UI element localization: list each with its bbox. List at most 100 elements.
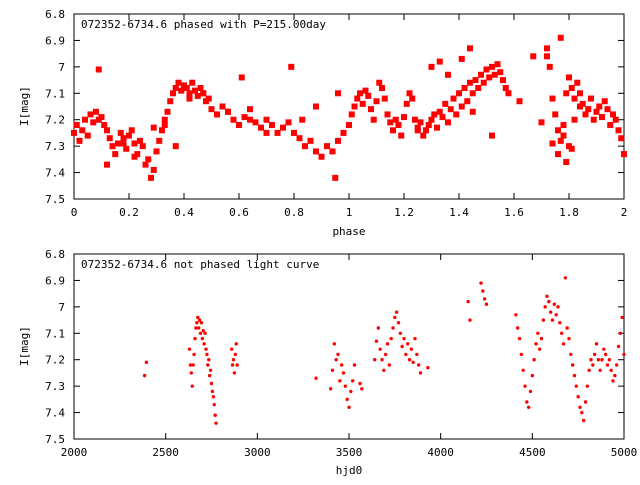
unphased-data-point xyxy=(197,318,202,322)
unphased-data-point xyxy=(411,360,415,365)
unphased-y-tick-label: 7.4 xyxy=(45,407,65,420)
phased-data-point xyxy=(544,45,550,52)
phased-data-point xyxy=(225,108,231,115)
unphased-data-point xyxy=(620,315,624,320)
phased-data-point xyxy=(412,116,418,123)
phased-data-point xyxy=(436,58,443,65)
unphased-x-tick-label: 3500 xyxy=(336,446,363,459)
unphased-data-point xyxy=(526,405,531,409)
unphased-data-point xyxy=(207,358,211,362)
phased-data-point xyxy=(549,140,556,147)
phased-data-point xyxy=(307,137,314,144)
phased-data-point xyxy=(186,95,193,102)
unphased-data-point xyxy=(142,373,147,378)
phased-data-point xyxy=(489,63,495,70)
phased-data-point xyxy=(414,127,421,134)
unphased-data-point xyxy=(613,373,617,378)
phased-data-point xyxy=(469,108,476,115)
unphased-data-point xyxy=(545,294,549,298)
unphased-data-point xyxy=(229,347,234,351)
phased-data-point xyxy=(120,140,127,147)
phased-data-point xyxy=(546,63,553,70)
phased-data-point xyxy=(557,34,564,41)
phased-data-point xyxy=(156,137,163,144)
phased-data-point xyxy=(442,100,449,107)
phased-data-point xyxy=(599,114,605,121)
phased-data-point xyxy=(285,119,292,126)
phased-data-point xyxy=(291,129,297,136)
phased-data-point xyxy=(557,137,564,144)
phased-data-point xyxy=(398,132,405,139)
phased-data-point xyxy=(159,127,165,134)
unphased-data-point xyxy=(587,368,591,372)
unphased-y-tick-label: 6.8 xyxy=(45,248,65,261)
unphased-data-point xyxy=(528,389,533,394)
phased-data-point xyxy=(555,127,561,134)
phased-data-point xyxy=(346,122,352,128)
phased-data-point xyxy=(392,116,399,123)
phased-data-point xyxy=(390,127,396,134)
phased-data-point xyxy=(145,156,152,163)
phased-data-point xyxy=(571,116,578,123)
unphased-data-point xyxy=(589,358,593,362)
unphased-data-point xyxy=(205,352,209,357)
phased-data-point xyxy=(577,90,583,97)
unphased-data-points xyxy=(142,276,626,425)
phased-axis-ticks: 0 0.2 0.4 0.6 0.8 1 1.2 1.4 1.6 1.8 2 6.8 6.9 7 7.1 7.2… xyxy=(45,8,627,219)
phased-x-tick-label: 1.8 xyxy=(559,206,579,219)
phased-data-point xyxy=(236,122,242,128)
phased-data-point xyxy=(340,129,347,136)
phased-data-point xyxy=(175,79,182,86)
unphased-data-point xyxy=(187,347,192,351)
unphased-axis-ticks: 2000 2500 3000 3500 4000 4500 5000 6.8 6.9 7 7.1 7.… xyxy=(45,248,637,459)
phased-data-point xyxy=(112,151,119,158)
unphased-data-point xyxy=(567,336,571,341)
unphased-data-point xyxy=(479,281,483,285)
phased-data-point xyxy=(604,106,611,113)
unphased-data-point xyxy=(352,363,357,367)
unphased-data-point xyxy=(193,336,197,341)
phased-data-point xyxy=(607,122,614,128)
unphased-x-axis-label: hjd0 xyxy=(336,464,363,477)
unphased-y-tick-label: 7.2 xyxy=(45,354,65,367)
phased-data-point xyxy=(95,66,102,73)
phased-data-point xyxy=(571,95,578,102)
unphased-chart-title: 072352-6734.6 not phased light curve xyxy=(81,258,319,271)
phased-y-tick-label: 6.9 xyxy=(45,34,65,47)
unphased-data-point xyxy=(482,297,487,301)
unphased-data-point xyxy=(596,358,601,362)
phased-data-point xyxy=(167,98,174,105)
phased-data-point xyxy=(82,116,88,123)
unphased-data-point xyxy=(561,342,566,346)
phased-data-point xyxy=(172,143,179,150)
unphased-data-point xyxy=(339,363,344,367)
unphased-data-point xyxy=(559,331,564,335)
phased-data-point xyxy=(445,71,451,78)
phased-data-point xyxy=(368,106,374,113)
phased-data-point xyxy=(469,90,476,97)
unphased-data-point xyxy=(396,321,401,325)
phased-data-point xyxy=(186,90,193,97)
unphased-data-point xyxy=(380,358,384,362)
unphased-data-point xyxy=(600,358,604,362)
phased-x-axis-label: phase xyxy=(332,225,365,238)
unphased-data-point xyxy=(204,347,208,351)
phased-data-point xyxy=(577,103,583,110)
unphased-data-point xyxy=(393,315,397,320)
phased-data-point xyxy=(505,90,512,97)
phased-data-point xyxy=(472,77,479,84)
phased-data-point xyxy=(153,148,160,155)
phased-y-tick-label: 7.3 xyxy=(45,140,65,153)
unphased-data-point xyxy=(382,368,386,372)
phased-y-axis-label: I[mag] xyxy=(18,86,31,126)
unphased-data-point xyxy=(523,384,527,388)
phased-data-point xyxy=(615,127,622,134)
unphased-data-point xyxy=(345,397,349,402)
phased-data-point xyxy=(516,98,523,105)
phased-data-point xyxy=(475,85,482,91)
unphased-data-point xyxy=(550,318,555,322)
unphased-data-point xyxy=(231,358,236,362)
phased-data-point xyxy=(491,71,498,78)
